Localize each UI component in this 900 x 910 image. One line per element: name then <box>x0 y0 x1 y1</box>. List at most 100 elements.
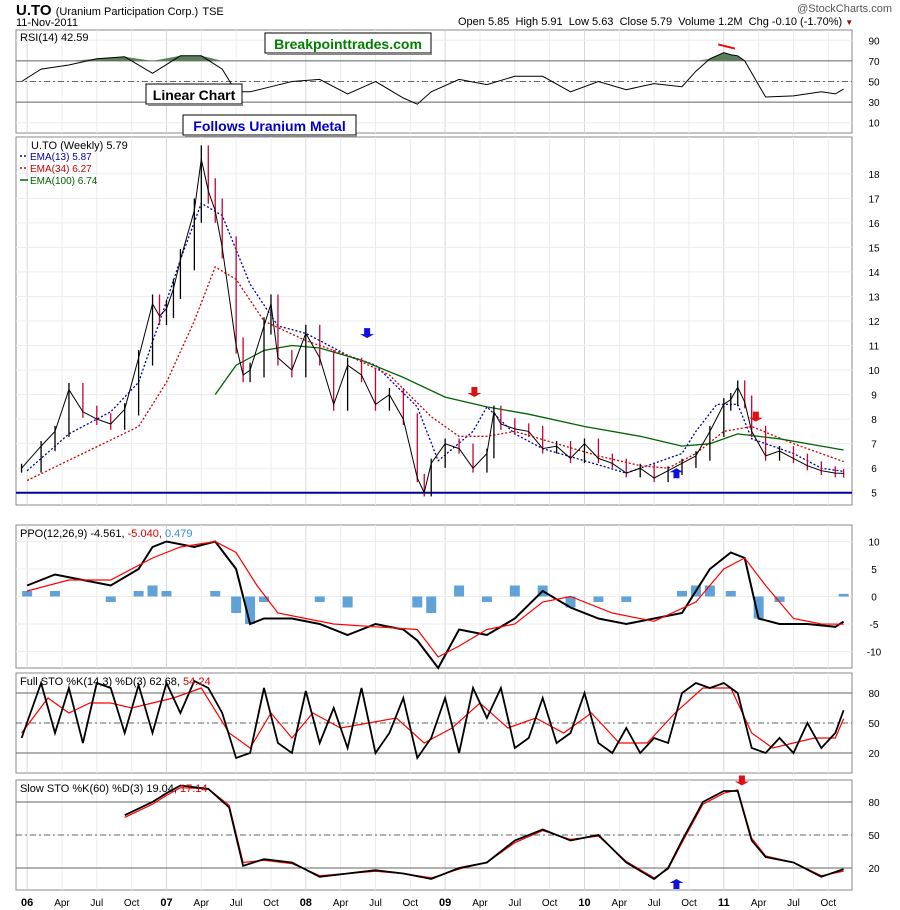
y-tick-label: 80 <box>868 689 880 700</box>
stochastic-line <box>20 679 845 761</box>
ppo-histogram-bar <box>753 596 764 619</box>
y-tick-label: 18 <box>868 170 880 181</box>
x-tick-label: Jul <box>90 898 103 909</box>
x-tick-label: 10 <box>578 897 590 909</box>
x-tick-label: Oct <box>681 898 697 909</box>
y-tick-label: 50 <box>868 78 880 89</box>
y-tick-label: 8 <box>871 415 877 426</box>
x-tick-label: Oct <box>124 898 140 909</box>
legend-entry: EMA(100) 6.74 <box>30 176 98 187</box>
ppo-histogram-bar <box>133 591 144 597</box>
ppo-histogram-bar <box>342 596 353 608</box>
y-tick-label: 5 <box>871 565 877 576</box>
stochastic-line <box>21 687 845 749</box>
x-tick-label: 09 <box>439 897 451 909</box>
x-tick-label: Apr <box>194 898 210 909</box>
y-tick-label: 10 <box>868 366 880 377</box>
x-tick-label: Jul <box>230 898 243 909</box>
rsi-overbought-fill <box>21 52 844 61</box>
chart-title: U.TO (Uranium Participation Corp.) TSE <box>16 2 224 19</box>
y-tick-label: 9 <box>871 391 877 402</box>
ppo-histogram-bar <box>259 596 270 602</box>
x-tick-label: 07 <box>160 897 172 909</box>
y-tick-label: -10 <box>867 648 882 659</box>
chart-date: 11-Nov-2011 <box>16 17 78 29</box>
site-annotation: Breakpointtrades.com <box>274 36 422 52</box>
ppo-histogram-bar <box>22 591 33 597</box>
y-tick-label: 13 <box>868 292 880 303</box>
price-line <box>21 158 844 495</box>
y-tick-label: 20 <box>868 749 880 760</box>
y-tick-label: 50 <box>868 831 880 842</box>
legend-entry: EMA(34) 6.27 <box>30 164 92 175</box>
x-tick-label: Jul <box>787 898 800 909</box>
signal-arrow <box>734 775 749 786</box>
ppo-histogram-bar <box>565 596 576 608</box>
x-tick-label: Jul <box>508 898 521 909</box>
signal-arrow <box>467 387 482 398</box>
y-tick-label: 17 <box>868 194 880 205</box>
quote-summary: Open 5.85 High 5.91 Low 5.63 Close 5.79 … <box>458 16 854 28</box>
x-tick-label: 06 <box>21 897 33 909</box>
ppo-histogram-bar <box>704 585 715 597</box>
ema-line <box>26 266 844 482</box>
y-tick-label: 15 <box>868 243 880 254</box>
y-tick-label: 80 <box>868 798 880 809</box>
ppo-line <box>26 540 844 658</box>
ppo-histogram-bar <box>314 596 325 602</box>
ppo-histogram-bar <box>161 591 172 597</box>
ema-line <box>214 344 844 451</box>
rsi-divergence-line <box>718 43 736 50</box>
y-tick-label: 16 <box>868 219 880 230</box>
ppo-histogram-bar <box>245 596 256 624</box>
ppo-histogram-bar <box>677 591 688 597</box>
legend-entry: EMA(13) 5.87 <box>30 152 92 163</box>
ppo-histogram-bar <box>838 593 849 597</box>
ppo-line <box>26 540 845 670</box>
ppo-histogram-bar <box>509 585 520 597</box>
x-tick-label: Oct <box>403 898 419 909</box>
signal-arrow <box>669 468 684 479</box>
price-label: U.TO (Weekly) 5.79 <box>31 140 128 152</box>
y-tick-label: -5 <box>870 620 879 631</box>
x-tick-label: Jul <box>369 898 382 909</box>
x-tick-label: Apr <box>472 898 488 909</box>
ppo-histogram-bar <box>621 596 632 602</box>
y-tick-label: 30 <box>868 98 880 109</box>
ppo-histogram-bar <box>105 596 116 602</box>
ppo-histogram-bar <box>774 596 785 602</box>
stochastic-label: Slow STO %K(60) %D(3) 19.04, 17.14 <box>20 783 208 795</box>
x-tick-label: Oct <box>263 898 279 909</box>
y-tick-label: 10 <box>868 538 880 549</box>
y-tick-label: 7 <box>871 440 877 451</box>
signal-arrow <box>669 879 684 889</box>
stochastic-label: Full STO %K(14,3) %D(3) 62.68, 54.24 <box>20 676 211 688</box>
ppo-histogram-bar <box>50 591 61 597</box>
x-tick-label: Oct <box>821 898 837 909</box>
x-tick-label: Oct <box>542 898 558 909</box>
y-tick-label: 12 <box>868 317 880 328</box>
y-tick-label: 50 <box>868 719 880 730</box>
y-tick-label: 90 <box>868 36 880 47</box>
ppo-histogram-bar <box>210 591 221 597</box>
follows-annotation: Follows Uranium Metal <box>193 118 345 134</box>
y-tick-label: 10 <box>868 119 880 130</box>
x-tick-label: 08 <box>300 897 312 909</box>
x-tick-label: Apr <box>612 898 628 909</box>
stochastic-line <box>124 784 844 881</box>
y-tick-label: 14 <box>868 268 880 279</box>
ppo-histogram-bar <box>454 585 465 597</box>
ema-line <box>26 202 844 474</box>
y-tick-label: 6 <box>871 464 877 475</box>
y-tick-label: 0 <box>871 593 877 604</box>
chg-down-icon: ▼ <box>845 18 854 27</box>
rsi-label: RSI(14) 42.59 <box>20 32 88 44</box>
ppo-histogram-bar <box>231 596 242 613</box>
y-tick-label: 5 <box>871 489 877 500</box>
x-tick-label: Jul <box>648 898 661 909</box>
symbol: U.TO <box>16 2 52 19</box>
ppo-histogram-bar <box>481 596 492 602</box>
ppo-histogram-bar <box>725 591 736 597</box>
y-tick-label: 70 <box>868 57 880 68</box>
